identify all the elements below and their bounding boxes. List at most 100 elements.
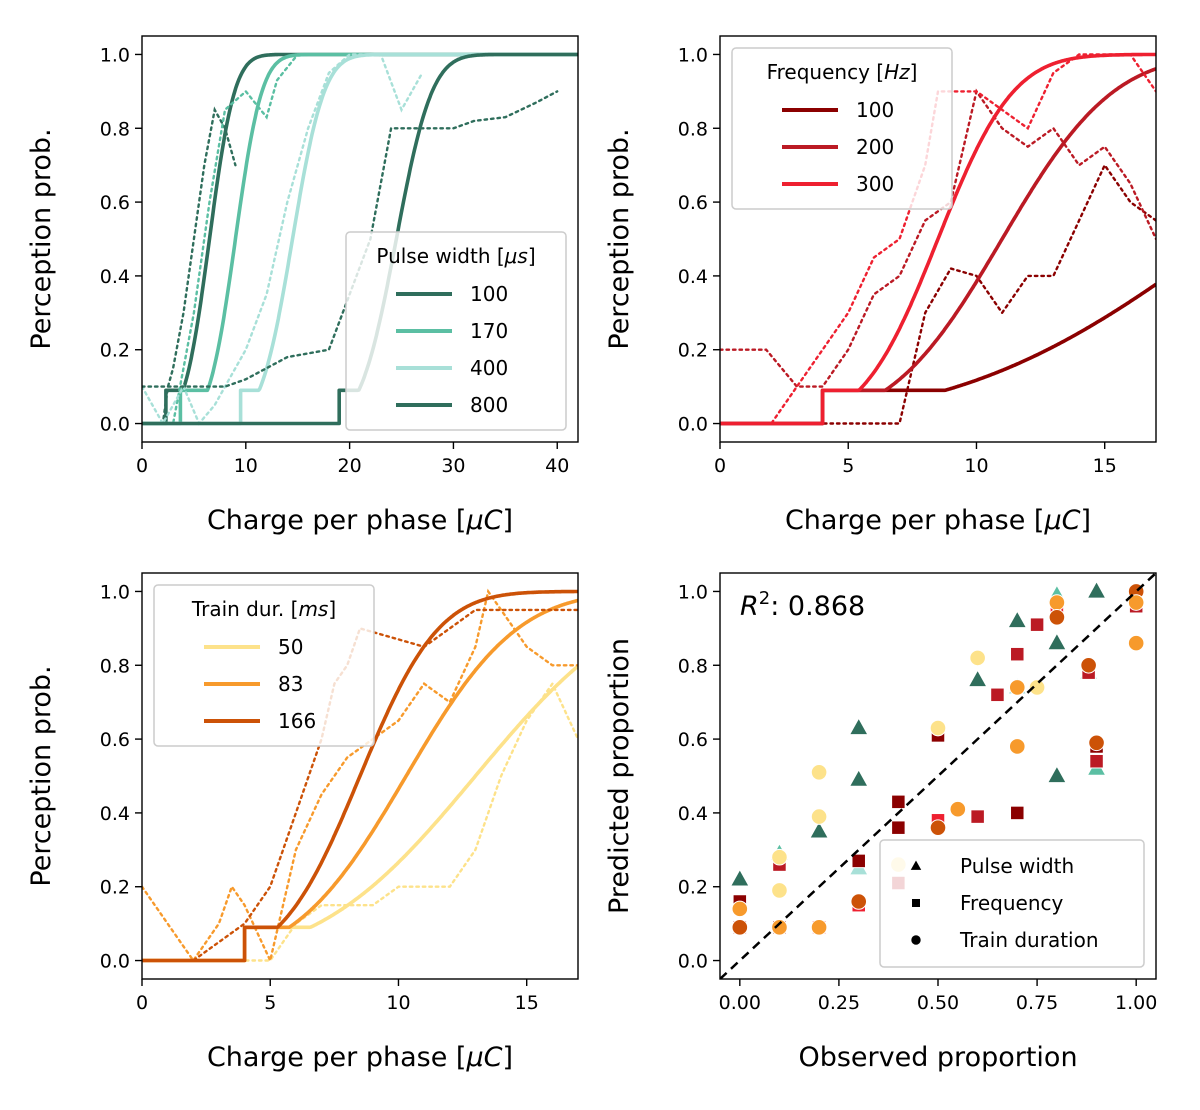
- axis-label: Observed proportion: [798, 1042, 1077, 1073]
- observed-line-170: [142, 53, 320, 425]
- legend-label: 200: [856, 135, 894, 159]
- scatter-point-triangle: [809, 820, 830, 839]
- legend-marker-circle: [910, 934, 922, 946]
- observed-line-100: [720, 162, 1156, 425]
- axes-frame: [141, 572, 579, 980]
- x-tick-label: 15: [515, 992, 539, 1014]
- x-tick-label: 30: [441, 455, 465, 477]
- x-tick-label: 0: [714, 455, 726, 477]
- x-tick-label: 0: [136, 455, 148, 477]
- scatter-point-square: [891, 820, 906, 835]
- x-ticks: 0 5 10 15: [714, 442, 1117, 477]
- x-tick-label: 40: [545, 455, 569, 477]
- axis-label: Perception prob.: [26, 665, 57, 886]
- legend-title: Pulse width [μs]: [376, 244, 535, 268]
- axis-label: Predicted proportion: [604, 638, 635, 914]
- r-squared-annotation: R2: 0.868: [740, 588, 865, 622]
- plot-area: [142, 588, 578, 965]
- x-ticks: 0.00 0.25 0.50 0.75 1.00: [719, 979, 1157, 1014]
- x-tick-label: 15: [1093, 455, 1117, 477]
- y-tick-label: 0.0: [100, 951, 130, 973]
- scatter-point-triangle: [848, 768, 869, 787]
- y-tick-label: 0.4: [678, 803, 708, 825]
- observed-line-400: [142, 53, 424, 426]
- x-tick-label: 0.00: [719, 992, 761, 1014]
- y-tick-label: 0.2: [678, 877, 708, 899]
- legend-label: Pulse width: [960, 854, 1074, 878]
- scatter-point-triangle: [848, 717, 869, 736]
- legend-box: [345, 231, 567, 431]
- observed-line-83: [142, 588, 578, 965]
- legend-box: [153, 584, 375, 747]
- x-ticks: 0 5 10 15: [136, 979, 539, 1014]
- scatter-point-triangle: [1046, 765, 1067, 784]
- panel-frequency: 0 5 10 15 0.0 0.2 0.4 0.6 0.8 1.0 Charge per phase…: [604, 35, 1157, 536]
- x-ticks: 0 10 20 30 40: [136, 442, 569, 477]
- scatter-point-circle: [771, 882, 788, 899]
- y-tick-label: 0.2: [100, 877, 130, 899]
- y-tick-label: 1.0: [100, 44, 130, 66]
- x-tick-label: 0.25: [818, 992, 860, 1014]
- axis-label: Perception prob.: [604, 128, 635, 349]
- observed-line-50: [142, 681, 578, 962]
- y-tick-label: 1.0: [100, 581, 130, 603]
- fitted-curve-166: [142, 589, 578, 963]
- scatter-point-circle: [1127, 594, 1145, 611]
- legend-label: 100: [856, 98, 894, 122]
- y-tick-label: 0.0: [100, 414, 130, 436]
- legend-box: [879, 839, 1145, 968]
- legend: Train dur. [ms] 50 83 166: [153, 584, 375, 747]
- legend: Pulse width [μs] 100 170 400 800: [345, 231, 567, 431]
- y-tick-label: 0.6: [100, 729, 130, 751]
- legend-label: 300: [856, 172, 894, 196]
- legend-title: Train dur. [ms]: [191, 597, 336, 621]
- y-tick-label: 0.8: [100, 655, 130, 677]
- x-tick-label: 0.75: [1016, 992, 1058, 1014]
- legend: Pulse width Frequency Train duration: [879, 839, 1145, 968]
- legend-label: Train duration: [959, 928, 1099, 952]
- scatter-point-triangle: [1046, 632, 1067, 651]
- y-tick-label: 1.0: [678, 581, 708, 603]
- scatter-point-circle: [850, 893, 868, 910]
- scatter-point-circle: [1048, 608, 1066, 626]
- scatter-point-circle: [929, 719, 947, 737]
- scatter-point-circle: [731, 919, 749, 936]
- y-tick-label: 1.0: [678, 44, 708, 66]
- y-ticks: 0.0 0.2 0.4 0.6 0.8 1.0: [678, 44, 720, 436]
- y-ticks: 0.0 0.2 0.4 0.6 0.8 1.0: [678, 581, 720, 973]
- scatter-point-circle: [810, 808, 828, 825]
- y-tick-label: 0.4: [100, 266, 130, 288]
- observed-line-166: [142, 608, 578, 962]
- y-tick-label: 0.8: [678, 655, 708, 677]
- legend-label: Frequency: [960, 891, 1063, 915]
- legend-label: 83: [278, 672, 303, 696]
- y-tick-label: 0.0: [678, 951, 708, 973]
- legend-label: 170: [470, 319, 508, 343]
- y-tick-label: 0.6: [678, 729, 708, 751]
- y-tick-label: 0.2: [678, 340, 708, 362]
- scatter-point-circle: [1028, 679, 1046, 696]
- legend-label: 50: [278, 635, 303, 659]
- y-tick-label: 0.8: [678, 118, 708, 140]
- y-ticks: 0.0 0.2 0.4 0.6 0.8 1.0: [100, 581, 142, 973]
- scatter-point-circle: [1008, 738, 1026, 755]
- legend-label: 800: [470, 393, 508, 417]
- axis-label: Charge per phase [μC]: [207, 505, 513, 536]
- plot-area: [142, 52, 578, 426]
- scatter-point-circle: [1080, 656, 1097, 674]
- legend: Frequency [Hz] 100 200 300: [731, 47, 953, 210]
- x-tick-label: 0.50: [917, 992, 959, 1014]
- x-tick-label: 10: [234, 455, 258, 477]
- legend-label: 400: [470, 356, 508, 380]
- panel-train-duration: 0 5 10 15 0.0 0.2 0.4 0.6 0.8 1.0 Charge per phase…: [26, 572, 579, 1073]
- y-tick-label: 0.0: [678, 414, 708, 436]
- axes-frame: [719, 35, 1157, 443]
- y-ticks: 0.0 0.2 0.4 0.6 0.8 1.0: [100, 44, 142, 436]
- scatter-point-circle: [1088, 734, 1105, 752]
- observed-line-800: [142, 90, 559, 388]
- scatter-point-circle: [1127, 634, 1145, 652]
- y-tick-label: 0.4: [678, 266, 708, 288]
- scatter-point-square: [970, 809, 985, 824]
- scatter-point-triangle: [1086, 580, 1107, 599]
